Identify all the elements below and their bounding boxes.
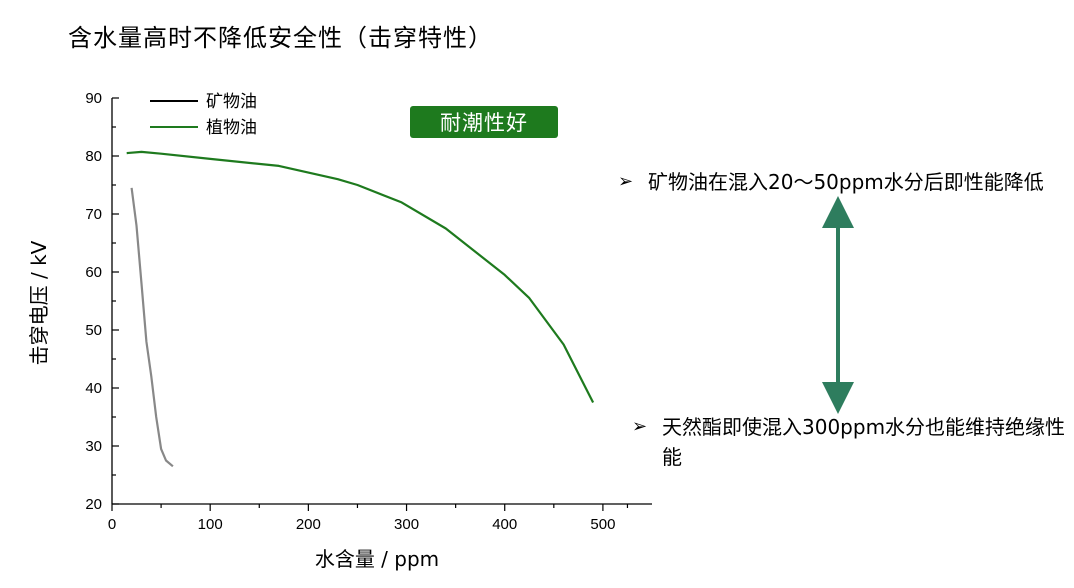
y-tick-label: 90 [85, 90, 102, 107]
x-tick-label: 100 [198, 516, 223, 533]
note-mineral-oil: ➢ 矿物油在混入20～50ppm水分后即性能降低 [618, 167, 1058, 197]
series-line-mineral-oil [130, 187, 174, 468]
ticks: 20 30 40 50 60 70 80 90 0 100 200 300 400 500 [85, 90, 629, 533]
moisture-resistance-badge: 耐潮性好 [410, 106, 558, 138]
legend-label: 矿物油 [206, 92, 257, 112]
y-tick-label: 50 [85, 322, 102, 339]
y-tick-label: 30 [85, 438, 102, 455]
x-tick-label: 0 [108, 516, 116, 533]
y-tick-label: 20 [85, 496, 102, 513]
slide-title: 含水量高时不降低安全性（击穿特性） [68, 24, 493, 52]
bullet-arrow-icon: ➢ [632, 416, 648, 437]
y-tick-label: 80 [85, 148, 102, 165]
x-axis-title: 水含量 / ppm [315, 547, 439, 571]
series [126, 150, 595, 468]
y-tick-label: 60 [85, 264, 102, 281]
x-tick-label: 300 [394, 516, 419, 533]
x-tick-label: 400 [492, 516, 517, 533]
axes [111, 98, 652, 505]
note-text: 天然酯即使混入300ppm水分也能维持绝缘性能 [662, 415, 1066, 469]
x-tick-label: 500 [590, 516, 615, 533]
x-tick-label: 200 [296, 516, 321, 533]
note-natural-ester: ➢ 天然酯即使混入300ppm水分也能维持绝缘性能 [632, 412, 1072, 472]
y-tick-label: 40 [85, 380, 102, 397]
y-axis-title: 击穿电压 / kV [27, 240, 51, 365]
note-text: 矿物油在混入20～50ppm水分后即性能降低 [648, 170, 1044, 194]
bullet-arrow-icon: ➢ [618, 171, 634, 192]
legend-label: 植物油 [206, 118, 257, 138]
y-tick-label: 70 [85, 206, 102, 223]
series-line-vegetable-oil [126, 150, 595, 403]
